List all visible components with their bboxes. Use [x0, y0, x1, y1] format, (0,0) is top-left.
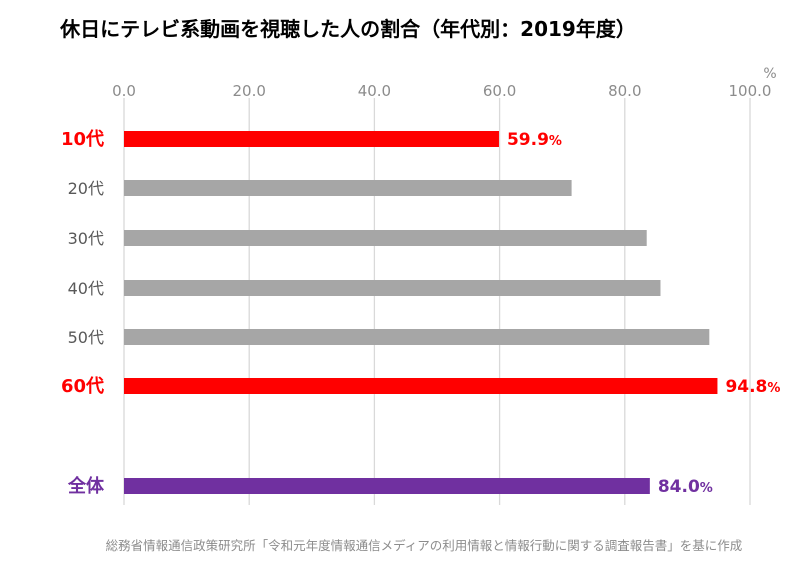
- category-label: 40代: [68, 279, 104, 298]
- category-label: 10代: [61, 129, 104, 150]
- bars: [124, 131, 718, 494]
- x-axis-ticks: 0.0 20.0 40.0 60.0 80.0 100.0: [112, 82, 771, 100]
- x-tick-label: 60.0: [483, 82, 516, 100]
- bar: [124, 478, 650, 494]
- data-label: 94.8%: [725, 377, 780, 397]
- bar: [124, 329, 710, 345]
- data-labels: 59.9% 94.8% 84.0%: [507, 130, 780, 497]
- chart-title: 休日にテレビ系動画を視聴した人の割合（年代別：2019年度）: [59, 17, 636, 41]
- x-tick-label: 100.0: [729, 82, 772, 100]
- bar: [124, 378, 718, 394]
- bar: [124, 280, 661, 296]
- bar: [124, 131, 499, 147]
- category-label: 60代: [61, 376, 104, 397]
- x-tick-label: 80.0: [608, 82, 641, 100]
- x-tick-label: 0.0: [112, 82, 136, 100]
- bar: [124, 230, 647, 246]
- data-label: 84.0%: [658, 477, 713, 497]
- bar: [124, 180, 572, 196]
- category-label: 50代: [68, 328, 104, 347]
- source-note: 総務省情報通信政策研究所「令和元年度情報通信メディアの利用情報と情報行動に関する…: [106, 538, 743, 553]
- x-tick-label: 40.0: [358, 82, 391, 100]
- unit-label: %: [763, 66, 776, 82]
- x-tick-label: 20.0: [232, 82, 265, 100]
- category-label: 20代: [68, 179, 104, 198]
- category-label: 全体: [67, 475, 105, 497]
- data-label: 59.9%: [507, 130, 562, 150]
- category-label: 30代: [68, 229, 104, 248]
- gridlines: [123, 98, 751, 505]
